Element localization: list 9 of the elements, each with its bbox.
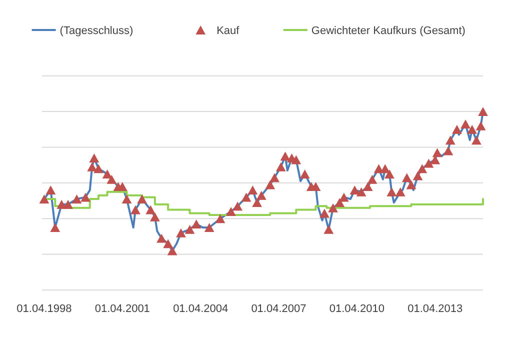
x-tick-label: 01.04.2007 bbox=[251, 303, 306, 315]
legend-label: Kauf bbox=[216, 25, 240, 37]
legend-label: Gewichteter Kaufkurs (Gesamt) bbox=[311, 25, 466, 37]
legend-label: (Tagesschluss) bbox=[60, 25, 134, 37]
x-tick-label: 01.04.2001 bbox=[94, 303, 150, 315]
x-tick-label: 01.04.2010 bbox=[329, 303, 384, 315]
x-tick-label: 01.04.1998 bbox=[16, 303, 72, 315]
x-tick-label: 01.04.2004 bbox=[173, 303, 228, 315]
x-tick-label: 01.04.2013 bbox=[408, 303, 463, 315]
